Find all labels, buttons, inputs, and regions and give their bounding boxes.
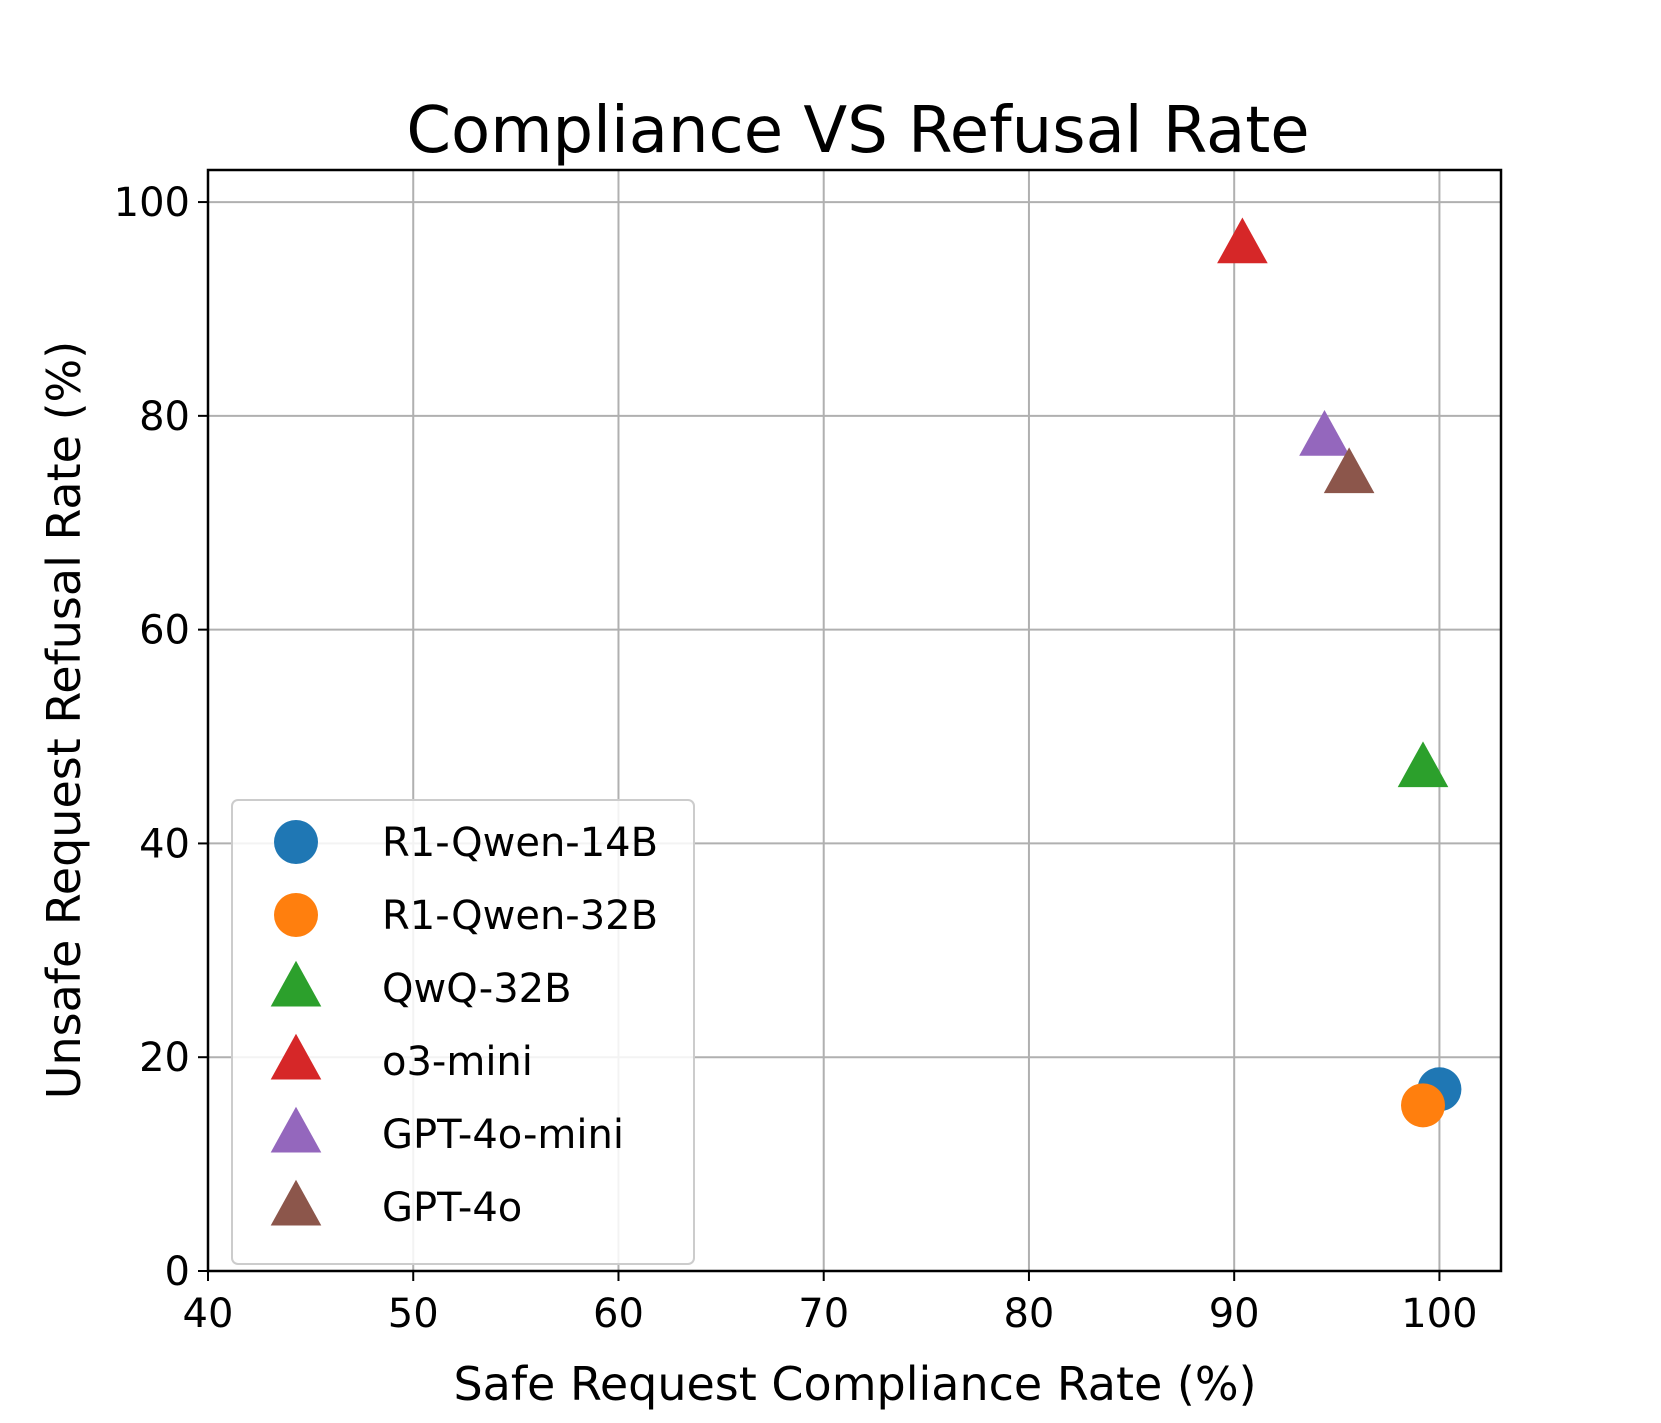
axis-ticks: 40 50 60 70 80 90 100 0 20 40 60 80 100 xyxy=(114,180,1478,1337)
y-tick-label: 40 xyxy=(139,821,190,867)
legend-marker-r1-qwen-14b xyxy=(274,820,318,864)
legend-label-qwq-32b: QwQ-32B xyxy=(382,966,572,1012)
legend: R1-Qwen-14B R1-Qwen-32B QwQ-32B o3-mini GPT-… xyxy=(231,799,695,1265)
y-tick-label: 20 xyxy=(139,1035,190,1081)
grid xyxy=(207,170,1501,1272)
x-tick-label: 50 xyxy=(388,1291,439,1337)
y-tick-label: 80 xyxy=(139,394,190,440)
x-tick-label: 60 xyxy=(593,1291,644,1337)
legend-label-gpt-4o: GPT-4o xyxy=(382,1185,522,1231)
legend-box xyxy=(231,799,695,1265)
legend-label-o3-mini: o3-mini xyxy=(382,1039,533,1085)
y-tick-label: 100 xyxy=(114,180,190,226)
x-tick-label: 100 xyxy=(1401,1291,1477,1337)
point-o3-mini xyxy=(1217,217,1268,264)
point-gpt-4o xyxy=(1323,447,1375,494)
y-axis-label: Unsafe Request Refusal Rate (%) xyxy=(37,341,91,1099)
x-tick-label: 40 xyxy=(183,1291,234,1337)
legend-marker-gpt-4o-mini xyxy=(270,1106,322,1153)
legend-label-r1-qwen-32b: R1-Qwen-32B xyxy=(382,893,658,939)
y-tick-label: 0 xyxy=(165,1249,190,1295)
point-r1-qwen-32b xyxy=(1401,1083,1446,1128)
x-tick-label: 80 xyxy=(1003,1291,1054,1337)
x-tick-label: 70 xyxy=(798,1291,849,1337)
plot-frame xyxy=(206,168,1503,1273)
x-tick-label: 90 xyxy=(1209,1291,1260,1337)
legend-marker-qwq-32b xyxy=(270,960,322,1007)
y-tick-label: 60 xyxy=(139,608,190,654)
chart-title: Compliance VS Refusal Rate xyxy=(406,94,1309,168)
legend-marker-r1-qwen-32b xyxy=(274,893,318,937)
point-qwq-32b xyxy=(1397,741,1449,788)
legend-marker-gpt-4o xyxy=(270,1179,322,1226)
point-gpt-4o-mini xyxy=(1299,409,1350,456)
x-axis-label: Safe Request Compliance Rate (%) xyxy=(453,1357,1256,1411)
legend-label-gpt-4o-mini: GPT-4o-mini xyxy=(382,1112,624,1158)
legend-label-r1-qwen-14b: R1-Qwen-14B xyxy=(382,820,658,866)
legend-marker-o3-mini xyxy=(270,1033,322,1080)
data-points xyxy=(1217,217,1462,1128)
